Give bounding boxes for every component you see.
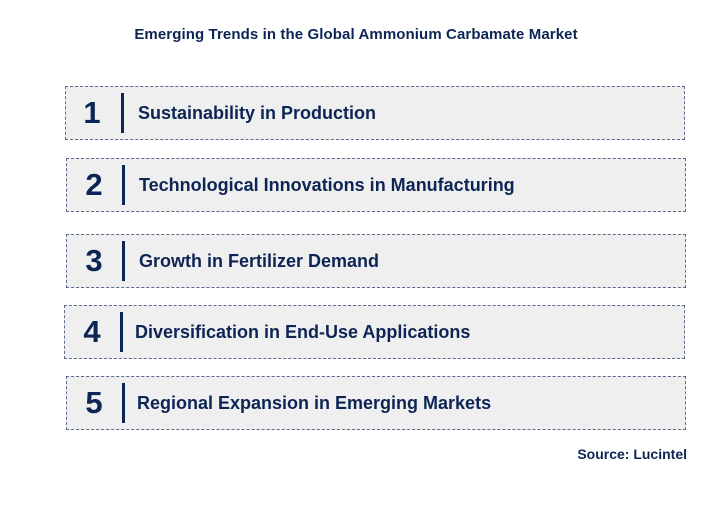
trend-number: 1 [83,95,101,130]
trend-divider [122,383,125,423]
trend-item-3: 3 Growth in Fertilizer Demand [66,234,686,288]
trend-number: 5 [85,385,103,420]
trend-item-5: 5 Regional Expansion in Emerging Markets [66,376,686,430]
source-note: Source: Lucintel [577,446,687,462]
trend-label: Growth in Fertilizer Demand [139,250,380,271]
trend-divider [122,241,125,281]
trend-divider [120,312,123,352]
trend-item-4: 4 Diversification in End-Use Application… [64,305,685,359]
trend-number: 3 [85,243,103,278]
trend-number: 4 [83,314,101,349]
trend-number: 2 [85,167,103,202]
trend-divider [121,93,124,133]
trend-label: Technological Innovations in Manufacturi… [139,174,515,195]
diagram-title: Emerging Trends in the Global Ammonium C… [134,26,578,43]
trend-item-1: 1 Sustainability in Production [65,86,685,140]
trend-label: Diversification in End-Use Applications [135,321,471,342]
trend-item-2: 2 Technological Innovations in Manufactu… [66,158,686,212]
trend-label: Sustainability in Production [138,102,377,123]
trend-label: Regional Expansion in Emerging Markets [137,392,492,413]
trend-divider [122,165,125,205]
